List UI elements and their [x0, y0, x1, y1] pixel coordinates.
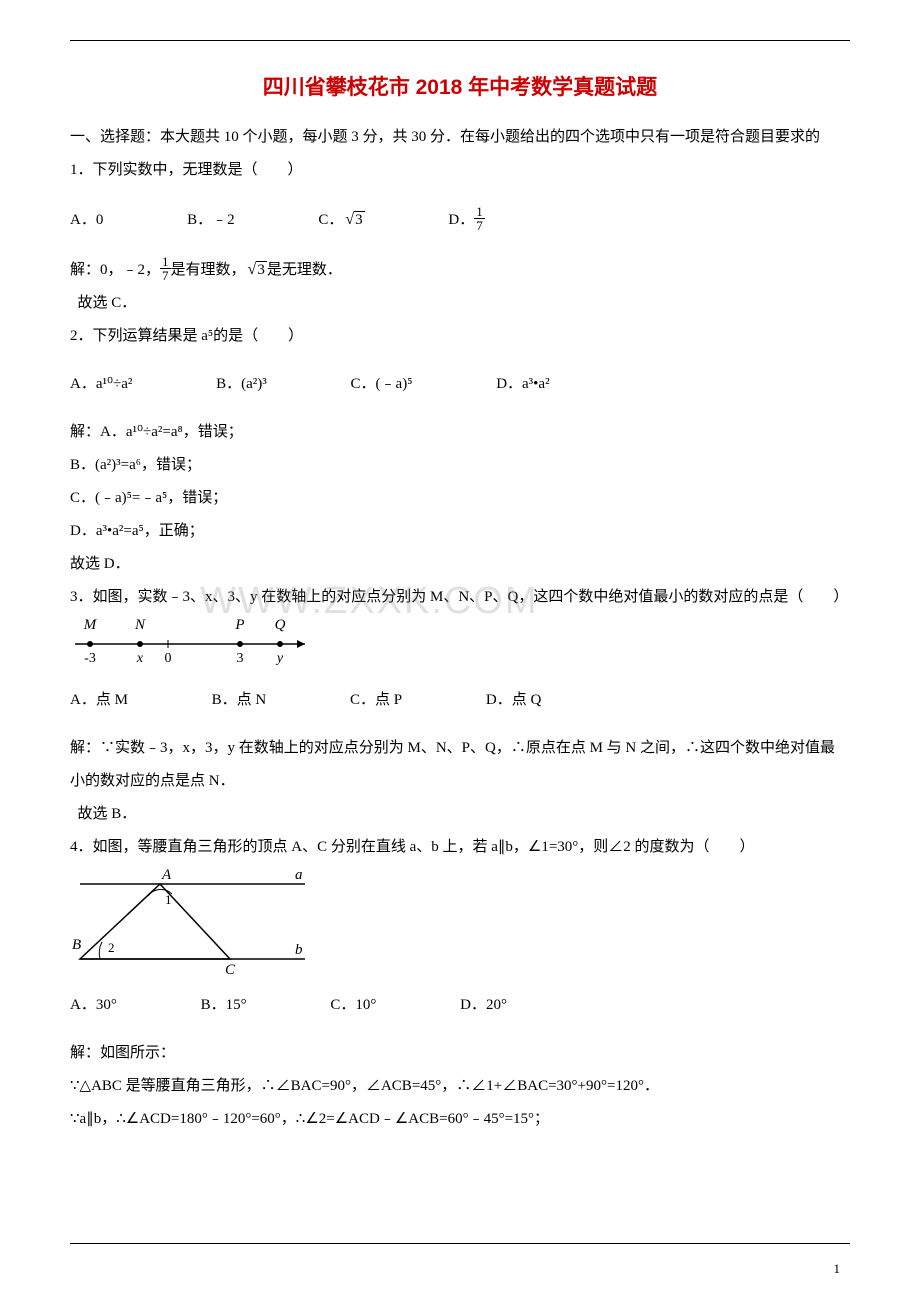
label-a: a — [295, 867, 303, 883]
q2-sol-a: 解：A．a¹⁰÷a²=a⁸，错误； — [70, 416, 850, 449]
label-y: y — [275, 651, 284, 666]
fraction-icon: 17 — [474, 205, 485, 232]
q1-d-num: 1 — [474, 205, 485, 219]
q4-opt-a: A．30° — [70, 989, 117, 1022]
section-header: 一、选择题：本大题共 10 个小题，每小题 3 分，共 30 分．在每小题给出的… — [70, 121, 850, 154]
q1-opt-a: A．0 — [70, 204, 103, 237]
q2-opt-a: A．a¹⁰÷a² — [70, 368, 132, 401]
q2-stem: 2．下列运算结果是 a⁵的是（ ） — [70, 320, 850, 353]
q3-opt-b: B．点 N — [212, 684, 267, 717]
q3-solution: 解：∵实数﹣3，x，3，y 在数轴上的对应点分别为 M、N、P、Q，∴原点在点 … — [70, 732, 850, 798]
label-Q: Q — [275, 617, 286, 633]
label-M: M — [83, 617, 98, 633]
q2-sol-c: C．(﹣a)⁵=﹣a⁵，错误； — [70, 482, 850, 515]
q1-d-den: 7 — [474, 219, 485, 232]
q4-stem: 4．如图，等腰直角三角形的顶点 A、C 分别在直线 a、b 上，若 a∥b，∠1… — [70, 831, 850, 864]
q2-answer: 故选 D． — [70, 548, 850, 581]
fraction-icon: 17 — [160, 255, 171, 282]
q1-opt-d: D．17 — [448, 204, 484, 237]
sqrt-icon: 3 — [246, 252, 267, 287]
doc-title: 四川省攀枝花市 2018 年中考数学真题试题 — [70, 71, 850, 101]
q4-options: A．30° B．15° C．10° D．20° — [70, 989, 850, 1022]
q3-options: A．点 M B．点 N C．点 P D．点 Q — [70, 684, 850, 717]
q1-options: A．0 B．﹣2 C． 3 D．17 — [70, 202, 850, 237]
q4-opt-b: B．15° — [201, 989, 247, 1022]
q4-sol3: ∵a∥b，∴∠ACD=180°﹣120°=60°，∴∠2=∠ACD﹣∠ACB=6… — [70, 1103, 850, 1136]
top-rule — [70, 40, 850, 41]
q1-solution: 解：0，﹣2，17是有理数， 3是无理数． — [70, 252, 850, 287]
label-B: B — [72, 937, 81, 953]
q2-options: A．a¹⁰÷a² B．(a²)³ C．(﹣a)⁵ D．a³•a² — [70, 368, 850, 401]
label-ang1: 1 — [165, 892, 172, 907]
label-C: C — [225, 962, 236, 974]
q1-c-prefix: C． — [318, 212, 343, 228]
q1-answer: 故选 C． — [70, 287, 850, 320]
q2-sol-b: B．(a²)³=a⁶，错误； — [70, 449, 850, 482]
q3-numberline-diagram: M N P Q -3 x 0 3 y — [70, 614, 320, 669]
label-0: 0 — [165, 651, 172, 666]
q1-sol-den: 7 — [160, 269, 171, 282]
q3-stem: 3．如图，实数﹣3、x、3、y 在数轴上的对应点分别为 M、N、P、Q，这四个数… — [70, 581, 850, 614]
label-N: N — [134, 617, 146, 633]
q2-opt-d: D．a³•a² — [496, 368, 549, 401]
q1-c-rad: 3 — [354, 211, 365, 228]
q4-opt-c: C．10° — [330, 989, 376, 1022]
q4-opt-d: D．20° — [460, 989, 507, 1022]
q4-triangle-diagram: A B C a b 1 2 — [70, 864, 320, 974]
q3-answer: 故选 B． — [70, 798, 850, 831]
q1-stem: 1．下列实数中，无理数是（ ） — [70, 154, 850, 187]
q1-sol-mid: 是有理数， — [171, 262, 246, 278]
q1-sol-prefix: 解：0，﹣2， — [70, 262, 160, 278]
q3-opt-d: D．点 Q — [486, 684, 541, 717]
q3-opt-c: C．点 P — [350, 684, 402, 717]
sqrt-icon: 3 — [343, 202, 364, 237]
q4-sol2: ∵△ABC 是等腰直角三角形，∴∠BAC=90°，∠ACB=45°，∴∠1+∠B… — [70, 1070, 850, 1103]
label-P: P — [234, 617, 244, 633]
q1-opt-c: C． 3 — [318, 202, 364, 237]
q1-sol-suffix: 是无理数． — [267, 262, 342, 278]
page: WWW.ZXXK.COM 四川省攀枝花市 2018 年中考数学真题试题 一、选择… — [0, 0, 920, 1302]
q2-opt-b: B．(a²)³ — [216, 368, 267, 401]
q2-sol-d: D．a³•a²=a⁵，正确； — [70, 515, 850, 548]
label-b: b — [295, 942, 303, 958]
q2-opt-c: C．(﹣a)⁵ — [351, 368, 413, 401]
q1-opt-b: B．﹣2 — [187, 204, 235, 237]
label-neg3: -3 — [84, 651, 96, 666]
bottom-rule — [70, 1243, 850, 1244]
label-x: x — [136, 651, 144, 666]
q1-sol-num: 1 — [160, 255, 171, 269]
q1-sol-rad: 3 — [256, 261, 267, 278]
q3-opt-a: A．点 M — [70, 684, 128, 717]
label-3: 3 — [237, 651, 244, 666]
label-A: A — [161, 867, 172, 883]
page-number: 1 — [834, 1261, 841, 1277]
label-ang2: 2 — [108, 940, 115, 955]
q4-sol1: 解：如图所示： — [70, 1037, 850, 1070]
q1-d-prefix: D． — [448, 212, 474, 228]
